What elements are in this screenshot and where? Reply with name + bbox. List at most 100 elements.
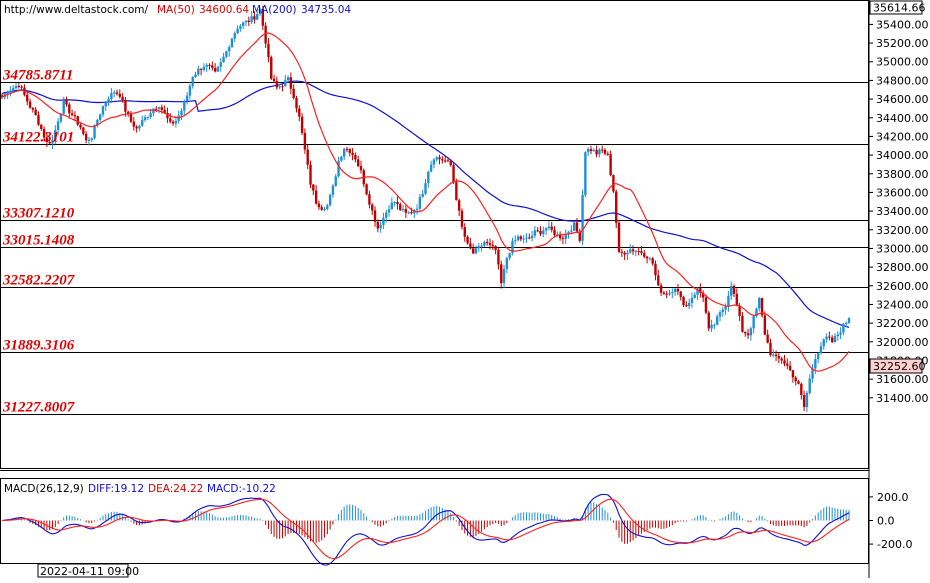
y-tick-label: 33000.00 <box>876 242 929 255</box>
candle-body <box>385 212 388 218</box>
macd-label: MACD(26,12,9) <box>4 483 84 495</box>
candle-body <box>211 65 214 68</box>
candle-body <box>774 354 778 357</box>
y-tick-label: 33800.00 <box>876 168 929 181</box>
candle-body <box>603 149 607 154</box>
candle-body <box>202 66 206 70</box>
candle-body <box>331 185 335 195</box>
candle-body <box>567 231 570 234</box>
candle-body <box>371 204 374 211</box>
candle-body <box>637 250 640 252</box>
candle-body <box>802 395 806 407</box>
candle-body <box>710 324 713 329</box>
candle-body <box>786 363 789 366</box>
y-tick-label: 33600.00 <box>876 186 929 199</box>
candle-body <box>486 241 489 244</box>
candle-body <box>194 74 197 78</box>
candle-body <box>323 209 326 211</box>
y-tick-label: 34400.00 <box>876 112 929 125</box>
candle-body <box>93 125 96 139</box>
candle-body <box>59 113 63 122</box>
candle-body <box>171 121 175 124</box>
candle-body <box>553 229 556 235</box>
candle-body <box>424 183 427 194</box>
candle-body <box>309 164 312 185</box>
candle-body <box>758 298 761 309</box>
candle-body <box>558 234 562 239</box>
candle-body <box>794 377 797 382</box>
candle-body <box>609 154 612 176</box>
candle-body <box>547 226 551 229</box>
level-label: 31227.8007 <box>2 400 75 416</box>
candle-body <box>0 95 4 98</box>
candle-body <box>20 86 23 88</box>
candle-body <box>634 250 638 252</box>
candle-body <box>460 210 464 227</box>
candle-body <box>808 378 811 393</box>
macd-tick-label: -200.0 <box>877 538 912 551</box>
candle-body <box>441 159 444 161</box>
y-tick-label: 32800.00 <box>876 261 929 274</box>
y-tick-label: 32200.00 <box>876 317 929 330</box>
candle-body <box>98 114 102 120</box>
candle-body <box>278 86 281 88</box>
candle-body <box>368 194 371 205</box>
candle-body <box>732 285 736 294</box>
candle-body <box>303 132 307 150</box>
candle-body <box>342 148 346 157</box>
candle-body <box>668 292 671 295</box>
candle-body <box>833 336 837 343</box>
candle-body <box>572 222 576 231</box>
level-label: 34122.3101 <box>2 130 74 146</box>
candle-body <box>516 236 520 241</box>
candle-body <box>514 240 517 242</box>
candle-body <box>522 238 525 240</box>
candle-body <box>101 106 105 115</box>
candle-body <box>9 90 12 93</box>
candle-body <box>155 108 158 110</box>
candle-body <box>418 196 422 209</box>
candle-body <box>241 22 245 26</box>
candle-body <box>132 121 136 127</box>
candle-body <box>693 294 696 298</box>
candle-body <box>281 86 284 88</box>
candle-body <box>127 111 130 114</box>
candle-body <box>328 194 332 206</box>
candle-body <box>427 171 430 184</box>
candle-body <box>6 92 9 94</box>
candle-body <box>657 275 660 286</box>
candle-body <box>463 226 466 237</box>
candle-body <box>584 152 587 195</box>
candle-body <box>160 107 164 110</box>
candle-body <box>469 243 472 249</box>
candle-body <box>185 95 189 101</box>
candle-body <box>326 205 329 210</box>
candle-body <box>631 249 635 252</box>
candle-body <box>219 62 222 67</box>
candle-body <box>763 315 767 335</box>
y-tick-label: 34200.00 <box>876 130 929 143</box>
candle-body <box>542 230 545 235</box>
candle-body <box>629 249 632 253</box>
candle-body <box>40 124 43 129</box>
macd-dea-line <box>1 498 850 560</box>
candle-body <box>54 129 57 140</box>
candle-body <box>474 248 478 254</box>
candle-body <box>839 332 842 335</box>
candle-body <box>455 182 458 201</box>
candle-body <box>643 253 646 257</box>
candle-body <box>289 77 293 89</box>
candle-body <box>539 230 542 235</box>
candle-body <box>376 221 380 229</box>
y-tick-label: 31600.00 <box>876 373 929 386</box>
candle-body <box>356 159 360 167</box>
candle-body <box>727 295 730 307</box>
macd-tick-label: 200.0 <box>877 491 909 504</box>
candle-body <box>800 383 803 396</box>
candle-body <box>544 228 548 231</box>
candle-body <box>348 149 351 153</box>
candle-body <box>814 359 817 369</box>
candle-body <box>76 116 79 125</box>
candle-body <box>617 222 621 252</box>
